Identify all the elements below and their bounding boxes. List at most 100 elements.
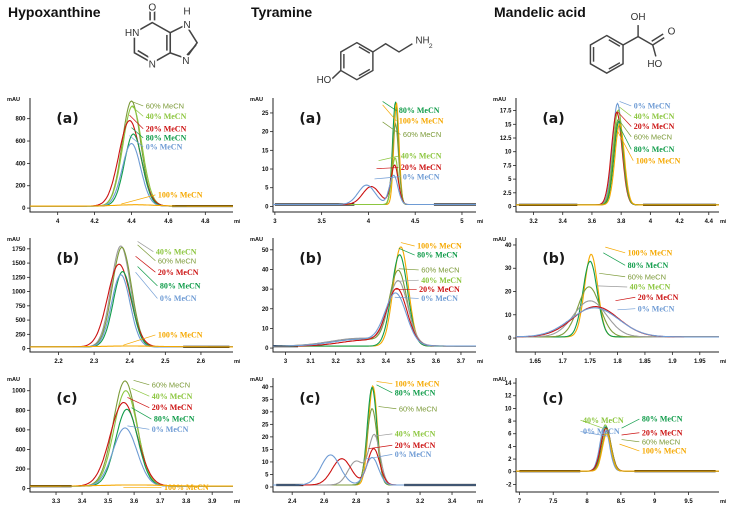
legend-leader-line xyxy=(382,101,397,111)
y-tick-label: 40 xyxy=(505,243,512,249)
x-tick-label: 3 xyxy=(386,499,390,505)
trace-80-mecn xyxy=(516,260,719,338)
y-tick-label: 5 xyxy=(265,186,269,192)
y-tick-label: 25 xyxy=(262,111,269,117)
legend-label-60-mecn: 60% MeCN xyxy=(642,437,680,446)
legend-label-40-mecn: 40% MeCN xyxy=(421,276,462,285)
x-tick-label: 8 xyxy=(585,499,589,505)
y-tick-label: -2 xyxy=(506,482,512,488)
x-tick-label: 5 xyxy=(460,219,464,225)
x-tick-label: 7.5 xyxy=(549,499,558,505)
legend-label-80-mecn: 80% MeCN xyxy=(628,261,669,270)
trace-100-mecn xyxy=(30,204,233,207)
y-tick-label: 20 xyxy=(505,290,512,296)
legend-label-20-mecn: 20% MeCN xyxy=(642,428,683,437)
y-tick-label: 12.5 xyxy=(500,136,512,142)
legend-leader-line xyxy=(131,105,144,117)
legend-label-20-mecn: 20% MeCN xyxy=(638,293,679,302)
y-tick-label: 10 xyxy=(505,406,512,412)
trace-20-mecn xyxy=(273,164,476,206)
legend-label-100-mecn: 100% MeCN xyxy=(628,248,673,257)
x-tick-label: 3.8 xyxy=(182,499,191,505)
axes xyxy=(29,378,233,493)
legend-leader-line xyxy=(131,387,150,397)
atom-label: OH xyxy=(631,12,646,23)
y-tick-label: 800 xyxy=(15,117,26,123)
y-tick-label: 250 xyxy=(15,332,26,338)
legend-label-80-mecn: 80% MeCN xyxy=(146,134,187,143)
x-tick-label: 4.8 xyxy=(201,219,210,225)
legend-leader-line xyxy=(617,308,636,311)
y-axis-unit: mAU xyxy=(250,377,263,383)
y-tick-label: 30 xyxy=(262,287,269,293)
x-tick-label: 2.4 xyxy=(126,359,135,365)
chromatogram-panel-mandelic-b: 0 10 20 30 40 1.65 1.7 1.75 1.8 1.85 1.9 1.95 mAU min… xyxy=(486,232,729,372)
trace-20-mecn xyxy=(30,120,233,207)
x-tick-label: 4.4 xyxy=(705,219,714,225)
y-tick-label: 0 xyxy=(265,485,269,491)
y-tick-label: 200 xyxy=(15,184,26,190)
panel-letter: (a) xyxy=(299,111,321,127)
legend-leader-line xyxy=(133,379,150,386)
legend-label-0-mecn: 0% MeCN xyxy=(395,450,432,459)
y-axis-unit: mAU xyxy=(7,377,20,383)
y-tick-label: 1500 xyxy=(12,261,26,267)
hypoxanthine-c-chart: 0 200 400 600 800 1000 3.3 3.4 3.5 3.6 3.7 3.8 3.9 mA… xyxy=(7,377,240,505)
trace-0-mecn xyxy=(273,292,476,347)
hypoxanthine-structure: O HN N H N N xyxy=(123,1,199,72)
x-tick-label: 2.8 xyxy=(352,499,361,505)
atom-label: O xyxy=(668,27,676,38)
y-tick-label: 1000 xyxy=(12,389,26,395)
trace-40-mecn xyxy=(273,157,476,206)
trace-80-mecn xyxy=(30,408,233,487)
x-tick-label: 3.4 xyxy=(382,359,391,365)
y-tick-label: 0 xyxy=(22,487,26,493)
panel-letter: (a) xyxy=(542,111,564,127)
compound-title-tyramine: Tyramine xyxy=(251,4,313,20)
legend-leader-line xyxy=(129,135,144,148)
y-tick-label: 0 xyxy=(265,204,269,210)
legend-leader-line xyxy=(131,407,152,420)
legend-leader-line xyxy=(127,425,150,430)
legend-leader-line xyxy=(374,433,393,437)
y-tick-label: 15 xyxy=(505,122,512,128)
atom-label: HO xyxy=(317,75,332,86)
y-tick-label: 6 xyxy=(508,432,512,438)
legend-label-20-mecn: 20% MeCN xyxy=(419,285,460,294)
legend-leader-line xyxy=(398,268,419,271)
y-tick-label: 8 xyxy=(508,419,512,425)
legend-leader-line xyxy=(137,266,158,287)
legend-leader-line xyxy=(580,419,610,431)
y-axis-unit: mAU xyxy=(7,237,20,243)
legend-label-40-mecn: 40% MeCN xyxy=(583,416,624,425)
legend-label-100-mecn: 100% MeCN xyxy=(395,379,440,388)
legend-label-40-mecn: 40% MeCN xyxy=(401,152,442,161)
chromatogram-panel-hypoxanthine-a: 0 200 400 600 800 4 4.2 4.4 4.6 4.8 mAU min 60% MeCN… xyxy=(0,92,243,232)
chromatogram-panel-mandelic-a: 0 2.5 5 7.5 10 12.5 15 17.5 3.2 3.4 3.6 3.8 4 4.2 4.4 m… xyxy=(486,92,729,232)
legend-label-40-mecn: 40% MeCN xyxy=(634,112,675,121)
legend-leader-line xyxy=(137,244,156,262)
legend-leader-line xyxy=(366,454,393,460)
mandelic-acid-structure: OH O HO xyxy=(589,10,677,75)
y-tick-label: 0 xyxy=(265,346,269,352)
y-tick-label: 15 xyxy=(262,148,269,154)
y-tick-label: 25 xyxy=(262,422,269,428)
x-tick-label: 7 xyxy=(518,499,522,505)
axes xyxy=(272,238,476,353)
legend-leader-line xyxy=(619,106,632,117)
legend-leader-line xyxy=(121,194,156,205)
legend-label-60-mecn: 60% MeCN xyxy=(158,256,196,265)
legend-leader-line xyxy=(378,406,397,410)
y-tick-label: 0 xyxy=(22,206,26,212)
x-tick-label: 9 xyxy=(653,499,657,505)
chromatogram-panel-hypoxanthine-c: 0 200 400 600 800 1000 3.3 3.4 3.5 3.6 3.7 3.8 3.9 mA… xyxy=(0,372,243,512)
axes xyxy=(29,98,233,213)
legend-label-20-mecn: 20% MeCN xyxy=(395,441,436,450)
y-tick-label: 0 xyxy=(22,347,26,353)
x-tick-label: 3.5 xyxy=(317,219,326,225)
y-tick-label: 2 xyxy=(508,457,512,463)
y-axis-unit: mAU xyxy=(493,377,506,383)
axes xyxy=(515,378,719,493)
x-tick-label: 3.1 xyxy=(306,359,315,365)
